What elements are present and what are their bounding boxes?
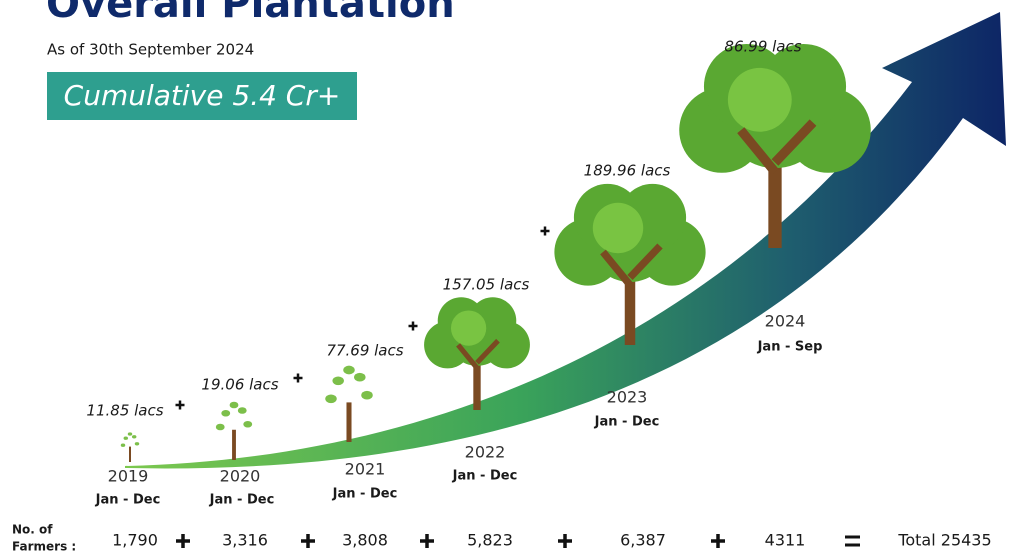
period: Jan - Dec <box>332 487 398 502</box>
tree-leaf <box>221 410 230 417</box>
year: 2021 <box>345 460 386 479</box>
period: Jan - Sep <box>757 340 823 355</box>
tree-leaf <box>135 442 139 445</box>
tree-leaf <box>216 424 225 431</box>
tree-trunk <box>232 430 236 460</box>
tree-leaf <box>354 373 366 382</box>
farmers-count: 3,316 <box>222 531 268 550</box>
tree-canopy <box>728 68 792 132</box>
tree-canopy <box>451 310 486 345</box>
tree-leaf <box>132 435 136 438</box>
farmers-count: 5,823 <box>467 531 513 550</box>
year: 2024 <box>765 312 806 331</box>
tree-leaf <box>243 421 252 428</box>
title: Overall Plantation <box>46 0 455 27</box>
plantation-label: 77.69 lacs <box>326 342 403 360</box>
tree <box>121 432 139 462</box>
farmers-count: 1,790 <box>112 531 158 550</box>
tree-leaf <box>332 376 344 385</box>
plantation-label: 11.85 lacs <box>86 402 163 420</box>
tree-leaf <box>128 432 132 435</box>
plantation-label: 157.05 lacs <box>443 276 530 294</box>
plantation-label: 189.96 lacs <box>584 162 671 180</box>
year: 2022 <box>465 443 506 462</box>
tree-trunk <box>346 402 351 442</box>
farmers-count: 6,387 <box>620 531 666 550</box>
plantation-label: 86.99 lacs <box>724 38 801 56</box>
badge: Cumulative 5.4 Cr+ <box>64 79 341 112</box>
farmers-count: 3,808 <box>342 531 388 550</box>
tree <box>216 402 252 460</box>
tree-trunk <box>129 447 131 462</box>
period: Jan - Dec <box>95 493 161 508</box>
year: 2023 <box>607 388 648 407</box>
farmers-label: No. of <box>12 523 53 537</box>
farmers-label: Farmers : <box>12 540 76 554</box>
tree-leaf <box>325 394 337 403</box>
year: 2020 <box>220 467 261 486</box>
period: Jan - Dec <box>209 493 275 508</box>
tree-leaf <box>343 366 355 375</box>
tree-leaf <box>361 391 373 400</box>
farmers-total: Total 25435 <box>897 531 991 550</box>
tree-leaf <box>121 444 125 447</box>
tree-leaf <box>124 437 128 440</box>
period: Jan - Dec <box>452 469 518 484</box>
tree-leaf <box>238 407 247 414</box>
tree <box>325 366 373 442</box>
farmers-count: 4311 <box>765 531 806 550</box>
infographic: Overall Plantation As of 30th September … <box>0 0 1030 555</box>
year: 2019 <box>108 467 149 486</box>
tree-canopy <box>593 203 643 253</box>
period: Jan - Dec <box>594 415 660 430</box>
plantation-label: 19.06 lacs <box>201 376 278 394</box>
tree-leaf <box>230 402 239 409</box>
subtitle: As of 30th September 2024 <box>47 41 254 59</box>
